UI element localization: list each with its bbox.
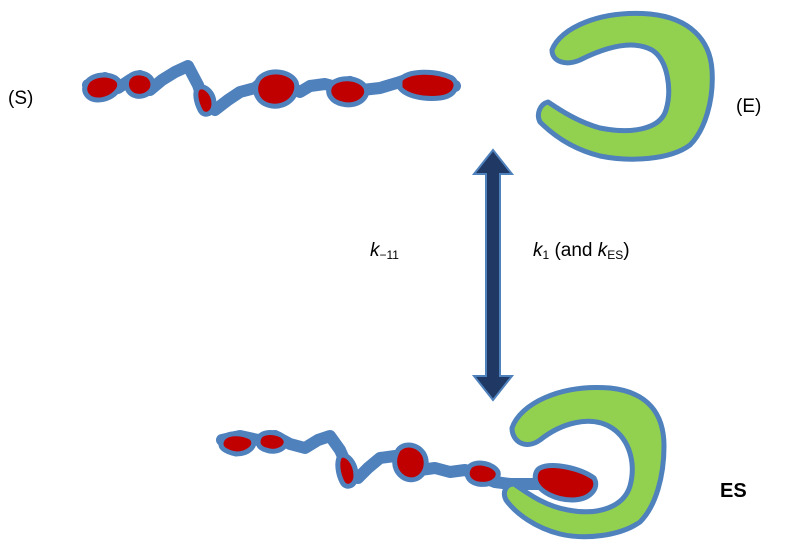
es-rate-symbol: k xyxy=(597,240,608,261)
complex-substrate-blob-6 xyxy=(532,463,599,503)
complex-substrate-blob-1 xyxy=(218,431,257,457)
forward-rate-symbol: k xyxy=(533,240,543,261)
double-headed-arrow xyxy=(471,148,515,402)
substrate-chain xyxy=(82,60,461,117)
substrate-blob-1 xyxy=(82,72,122,103)
substrate-label: (S) xyxy=(8,88,34,109)
substrate-blob-6 xyxy=(397,69,459,101)
reverse-rate-subscript: −11 xyxy=(379,248,399,262)
substrate-blob-5 xyxy=(326,76,370,108)
enzyme-label: (E) xyxy=(736,96,762,117)
complex-substrate-blob-5 xyxy=(464,460,501,487)
substrate-blob-2 xyxy=(123,70,156,99)
reverse-rate-constant-label: k−11 xyxy=(370,240,399,262)
complex-enzyme-shape xyxy=(501,384,667,540)
forward-rate-subscript: 1 xyxy=(542,248,550,262)
complex-label: ES xyxy=(720,480,747,502)
forward-rate-close-text: ) xyxy=(623,240,630,261)
enzyme-shape xyxy=(535,10,715,162)
reverse-rate-symbol: k xyxy=(370,240,380,261)
forward-rate-mid-text: (and xyxy=(549,240,598,261)
es-rate-subscript: ES xyxy=(607,248,624,262)
substrate-blob-4 xyxy=(253,69,300,109)
equilibrium-arrow-icon xyxy=(471,148,515,402)
complex-substrate-blob-3 xyxy=(335,452,359,489)
enzyme-body xyxy=(535,10,715,162)
complex-substrate-chain xyxy=(216,430,599,503)
substrate-blob-3 xyxy=(193,84,217,117)
complex-enzyme-body xyxy=(501,384,667,540)
forward-rate-constant-label: k1 (and kES) xyxy=(533,240,630,262)
complex-substrate-blob-4 xyxy=(392,442,429,483)
complex-substrate-blob-2 xyxy=(255,430,289,454)
